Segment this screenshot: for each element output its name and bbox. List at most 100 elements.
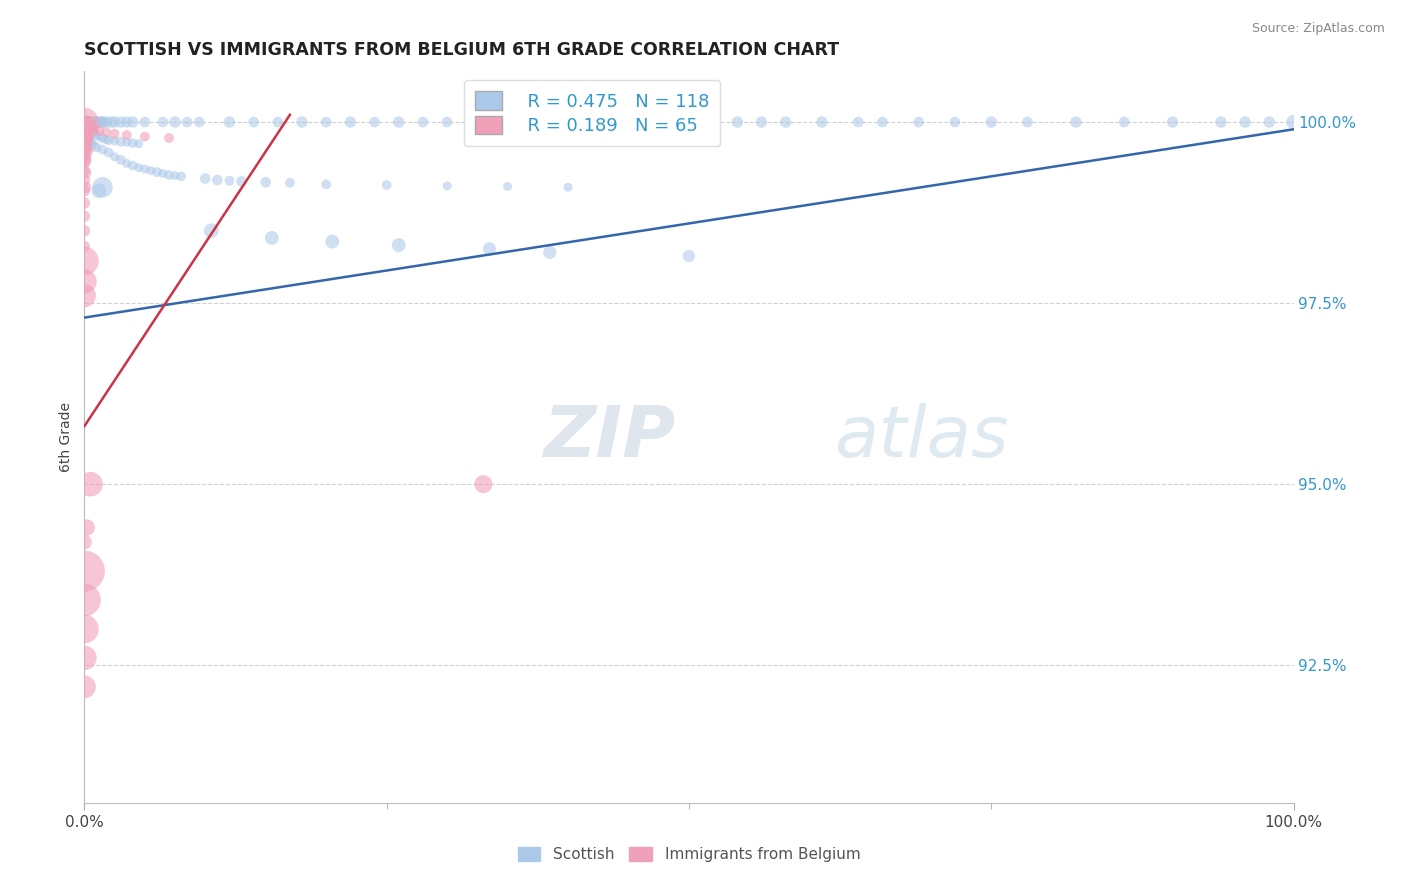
- Point: [76, 115, 98, 129]
- Point: [1209, 115, 1232, 129]
- Point: [100, 115, 122, 129]
- Point: [94, 115, 117, 129]
- Point: [86, 128, 108, 142]
- Point: [104, 115, 127, 129]
- Point: [678, 115, 700, 129]
- Point: [83, 122, 105, 136]
- Point: [75, 141, 97, 155]
- Point: [533, 115, 555, 129]
- Point: [538, 245, 561, 260]
- Point: [176, 115, 198, 129]
- Point: [165, 115, 187, 129]
- Point: [79, 121, 101, 136]
- Point: [73, 147, 96, 161]
- Point: [1234, 115, 1257, 129]
- Text: Source: ZipAtlas.com: Source: ZipAtlas.com: [1251, 22, 1385, 36]
- Point: [388, 115, 411, 129]
- Point: [121, 159, 143, 173]
- Point: [157, 131, 180, 145]
- Point: [170, 169, 193, 184]
- Point: [557, 115, 579, 129]
- Point: [76, 136, 98, 151]
- Point: [77, 115, 100, 129]
- Text: ZIP: ZIP: [544, 402, 676, 472]
- Point: [73, 163, 96, 178]
- Point: [76, 133, 98, 147]
- Point: [1064, 115, 1087, 129]
- Point: [73, 115, 96, 129]
- Point: [194, 171, 217, 186]
- Point: [134, 162, 156, 177]
- Point: [152, 166, 174, 180]
- Point: [75, 116, 97, 130]
- Point: [200, 224, 222, 238]
- Point: [80, 123, 103, 137]
- Point: [811, 115, 834, 129]
- Point: [73, 651, 96, 665]
- Point: [75, 153, 97, 167]
- Point: [134, 115, 156, 129]
- Point: [73, 593, 96, 607]
- Point: [77, 118, 100, 132]
- Point: [73, 254, 96, 268]
- Point: [76, 126, 98, 140]
- Point: [278, 176, 301, 190]
- Point: [75, 166, 97, 180]
- Point: [121, 136, 143, 150]
- Point: [260, 231, 283, 245]
- Point: [73, 680, 96, 694]
- Point: [79, 477, 101, 491]
- Point: [375, 178, 398, 192]
- Point: [76, 116, 98, 130]
- Point: [73, 274, 96, 288]
- Point: [267, 115, 290, 129]
- Point: [97, 133, 120, 147]
- Point: [75, 131, 97, 145]
- Point: [77, 131, 100, 145]
- Point: [104, 150, 127, 164]
- Text: SCOTTISH VS IMMIGRANTS FROM BELGIUM 6TH GRADE CORRELATION CHART: SCOTTISH VS IMMIGRANTS FROM BELGIUM 6TH …: [84, 41, 839, 59]
- Point: [115, 128, 138, 142]
- Point: [80, 136, 103, 150]
- Point: [86, 140, 108, 154]
- Point: [1258, 115, 1281, 129]
- Point: [146, 165, 169, 179]
- Point: [315, 178, 337, 192]
- Point: [77, 120, 100, 135]
- Point: [139, 163, 162, 178]
- Point: [75, 122, 97, 136]
- Point: [128, 136, 150, 151]
- Point: [509, 115, 531, 129]
- Point: [77, 118, 100, 132]
- Point: [104, 134, 127, 148]
- Point: [110, 115, 132, 129]
- Point: [77, 129, 100, 144]
- Point: [218, 174, 240, 188]
- Point: [73, 209, 96, 223]
- Point: [115, 115, 138, 129]
- Point: [73, 196, 96, 211]
- Point: [207, 173, 229, 187]
- Point: [84, 115, 107, 129]
- Point: [725, 115, 748, 129]
- Point: [87, 129, 110, 144]
- Point: [73, 535, 96, 549]
- Point: [775, 115, 797, 129]
- Point: [75, 126, 97, 140]
- Point: [75, 119, 97, 133]
- Point: [94, 132, 117, 146]
- Point: [115, 136, 138, 150]
- Point: [83, 126, 105, 140]
- Point: [93, 115, 115, 129]
- Point: [77, 128, 100, 142]
- Point: [980, 115, 1002, 129]
- Point: [152, 115, 174, 129]
- Point: [654, 115, 676, 129]
- Point: [188, 115, 211, 129]
- Point: [73, 134, 96, 148]
- Point: [436, 115, 458, 129]
- Point: [218, 115, 240, 129]
- Point: [128, 161, 150, 175]
- Point: [581, 115, 603, 129]
- Point: [83, 138, 105, 153]
